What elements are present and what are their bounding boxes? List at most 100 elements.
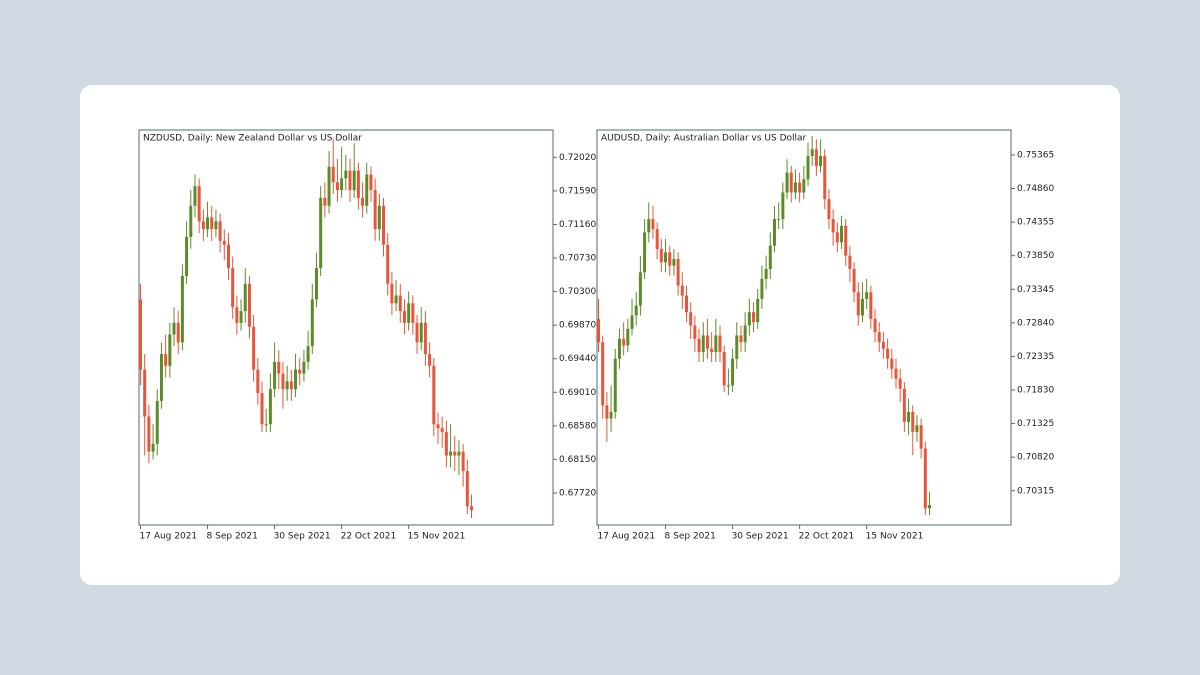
candle-body [890,358,894,369]
candle-body [735,335,739,359]
candle-body [923,448,927,509]
candle-body [697,338,701,353]
candle-body [310,299,314,347]
candle-body [428,354,432,366]
candle-body [785,172,789,193]
candle-body [814,149,818,166]
candle-body [743,325,747,343]
x-tick-label: 30 Sep 2021 [732,532,789,542]
candle-body [193,186,197,206]
candle-body [235,307,239,323]
candle-body [777,219,781,221]
candle-body [319,197,323,269]
candle-body [869,292,873,319]
candle-body [764,268,768,279]
candle-body [231,268,235,308]
candle-body [693,325,697,339]
candle-body [314,268,318,300]
candle-body [605,405,609,419]
candle-body [760,278,764,299]
y-tick-label: 0.70300 [559,287,596,297]
candle-body [877,332,881,343]
candle-body [377,205,381,230]
candle-body [440,428,444,433]
candle-body [273,361,277,390]
y-tick-label: 0.73345 [1017,285,1054,295]
x-tick-label: 15 Nov 2021 [866,532,924,542]
candle-body [159,354,163,401]
candle-body [668,252,672,266]
y-tick-label: 0.70315 [1017,486,1054,496]
candle-body [164,354,168,366]
candle-body [684,295,688,313]
candle-body [256,369,260,394]
candle-body [852,268,856,293]
y-tick-label: 0.72840 [1017,318,1054,328]
candle-body [352,170,356,191]
candle-body [772,219,776,246]
x-tick-label: 17 Aug 2021 [140,532,198,542]
candle-body [139,299,142,370]
candle-body [168,334,172,366]
candle-body [214,221,218,230]
candle-body [285,381,289,390]
candle-body [407,303,411,323]
candle-body [402,311,406,323]
x-tick-label: 30 Sep 2021 [274,532,331,542]
candle-body [419,322,423,343]
candle-body [802,179,806,193]
candle-body [264,424,268,426]
candle-body [881,342,885,349]
y-tick-label: 0.69010 [559,388,596,398]
y-tick-label: 0.68150 [559,455,596,465]
candle-body [449,451,453,456]
candle-body [873,318,877,333]
candle-body [609,411,613,419]
y-tick-label: 0.71325 [1017,419,1054,429]
candle-body [819,155,823,166]
candle-body [638,272,642,306]
candle-body [444,432,448,456]
y-tick-label: 0.74355 [1017,218,1054,228]
candle-body [898,378,902,389]
y-tick-label: 0.68580 [559,421,596,431]
candle-body [302,361,306,374]
y-tick-label: 0.72020 [559,153,596,163]
chart-title: NZDUSD, Daily: New Zealand Dollar vs US … [143,134,362,144]
candle-body [172,322,176,335]
y-tick-label: 0.69870 [559,321,596,331]
candle-body [143,369,147,417]
y-tick-label: 0.69440 [559,354,596,364]
candle-body [676,259,680,286]
candle-body [411,303,415,323]
candle-body [457,451,461,456]
candle-body [613,358,617,412]
y-tick-label: 0.71830 [1017,386,1054,396]
candle-body [226,244,230,269]
x-tick-label: 15 Nov 2021 [408,532,466,542]
candle-body [731,358,735,386]
candle-body [369,174,373,191]
candle-body [601,342,605,406]
candle-body [432,365,436,425]
candle-body [348,170,352,191]
candle-body [928,505,932,509]
candle-body [415,322,419,343]
candle-body [810,149,814,156]
candle-body [453,451,457,456]
candle-body [718,335,722,353]
candle-body [739,335,743,343]
candle-body [806,155,810,180]
x-tick-label: 17 Aug 2021 [598,532,656,542]
chart-title: AUDUSD, Daily: Australian Dollar vs US D… [601,134,807,144]
candle-body [831,219,835,233]
candle-body [323,197,327,206]
candle-body [461,451,465,472]
candle-body [252,326,256,370]
candle-body [643,232,647,273]
candle-body [465,471,469,507]
candle-body [827,199,831,220]
candle-body [155,400,159,444]
x-tick-label: 8 Sep 2021 [207,532,258,542]
